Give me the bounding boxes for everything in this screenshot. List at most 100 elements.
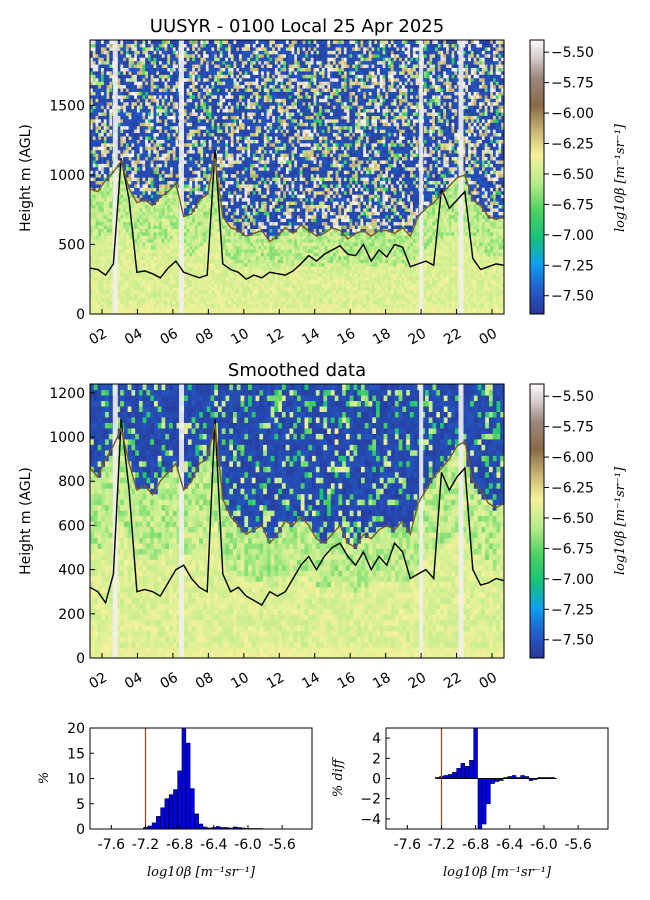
heatmap-cell: [183, 159, 188, 164]
heatmap-cell: [233, 101, 237, 106]
heatmap-cell: [103, 153, 108, 158]
heatmap-cell: [194, 221, 199, 226]
heatmap-cell: [252, 122, 257, 127]
heatmap-cell: [233, 70, 237, 75]
heatmap-cell: [120, 118, 124, 123]
heatmap-cell: [222, 81, 226, 86]
heatmap-cell: [117, 142, 121, 147]
heatmap-cell: [241, 118, 246, 123]
heatmap-cell: [170, 132, 174, 137]
heatmap-cell: [131, 221, 135, 226]
heatmap-cell: [236, 118, 240, 123]
heatmap-cell: [239, 259, 243, 264]
heatmap-cell: [123, 46, 127, 51]
heatmap-cell: [216, 63, 221, 68]
heatmap-cell: [239, 63, 243, 68]
heatmap-cell: [261, 200, 265, 205]
heatmap-cell: [255, 94, 259, 99]
heatmap-cell: [194, 94, 199, 99]
heatmap-cell: [150, 74, 155, 79]
heatmap-cell: [125, 300, 130, 305]
heatmap-cell: [161, 43, 166, 48]
heatmap-cell: [244, 57, 248, 62]
heatmap-cell: [156, 194, 160, 199]
heatmap-cell: [239, 238, 243, 243]
heatmap-cell: [214, 183, 218, 188]
heatmap-cell: [145, 81, 149, 86]
heatmap-cell: [172, 53, 177, 58]
heatmap-cell: [103, 224, 108, 229]
heatmap-cell: [153, 197, 157, 202]
heatmap-cell: [109, 255, 113, 260]
heatmap-cell: [230, 283, 235, 288]
heatmap-cell: [200, 153, 204, 158]
heatmap-cell: [172, 94, 177, 99]
heatmap-cell: [164, 218, 168, 223]
heatmap-cell: [109, 307, 113, 312]
heatmap-cell: [139, 122, 144, 127]
heatmap-cell: [156, 300, 160, 305]
heatmap-cell: [214, 296, 218, 301]
heatmap-cell: [164, 46, 168, 51]
heatmap-cell: [172, 70, 177, 75]
heatmap-cell: [145, 252, 149, 257]
heatmap-cell: [228, 149, 232, 154]
heatmap-cell: [250, 115, 254, 120]
heatmap-cell: [258, 170, 262, 175]
heatmap-cell: [142, 214, 146, 219]
heatmap-cell: [233, 77, 237, 82]
heatmap-cell: [203, 153, 207, 158]
heatmap-cell: [90, 50, 94, 55]
heatmap-cell: [183, 53, 188, 58]
heatmap-cell: [101, 108, 105, 113]
heatmap-cell: [233, 111, 237, 116]
heatmap-cell: [101, 183, 105, 188]
heatmap-cell: [233, 290, 237, 295]
heatmap-cell: [247, 111, 251, 116]
heatmap-cell: [161, 231, 166, 236]
heatmap-cell: [90, 286, 94, 291]
heatmap-cell: [147, 290, 152, 295]
heatmap-cell: [147, 173, 152, 178]
heatmap-cell: [239, 211, 243, 216]
heatmap-cell: [101, 43, 105, 48]
heatmap-cell: [156, 207, 160, 212]
heatmap-cell: [101, 211, 105, 216]
heatmap-cell: [239, 129, 243, 134]
heatmap-cell: [194, 303, 199, 308]
heatmap-cell: [197, 40, 201, 45]
heatmap-cell: [194, 40, 199, 45]
heatmap-cell: [103, 77, 108, 82]
heatmap-cell: [192, 190, 196, 195]
heatmap-cell: [236, 204, 240, 209]
heatmap-cell: [142, 190, 146, 195]
heatmap-cell: [230, 118, 235, 123]
heatmap-cell: [120, 231, 124, 236]
heatmap-cell: [95, 183, 99, 188]
heatmap-cell: [170, 207, 174, 212]
heatmap-cell: [239, 187, 243, 192]
heatmap-cell: [92, 187, 97, 192]
heatmap-cell: [156, 269, 160, 274]
heatmap-cell: [170, 238, 174, 243]
heatmap-cell: [164, 290, 168, 295]
heatmap-cell: [250, 84, 254, 89]
heatmap-cell: [244, 163, 248, 168]
heatmap-cell: [131, 283, 135, 288]
heatmap-cell: [197, 98, 201, 103]
heatmap-cell: [208, 190, 213, 195]
heatmap-cell: [142, 224, 146, 229]
heatmap-cell: [128, 286, 132, 291]
heatmap-cell: [161, 290, 166, 295]
heatmap-cell: [131, 310, 135, 315]
heatmap-cell: [189, 303, 193, 308]
heatmap-cell: [233, 286, 237, 291]
heatmap-cell: [219, 197, 224, 202]
heatmap-cell: [186, 290, 190, 295]
heatmap-cell: [120, 111, 124, 116]
heatmap-cell: [236, 81, 240, 86]
heatmap-cell: [120, 204, 124, 209]
heatmap-cell: [150, 269, 155, 274]
heatmap-cell: [208, 53, 213, 58]
heatmap-cell: [219, 163, 224, 168]
